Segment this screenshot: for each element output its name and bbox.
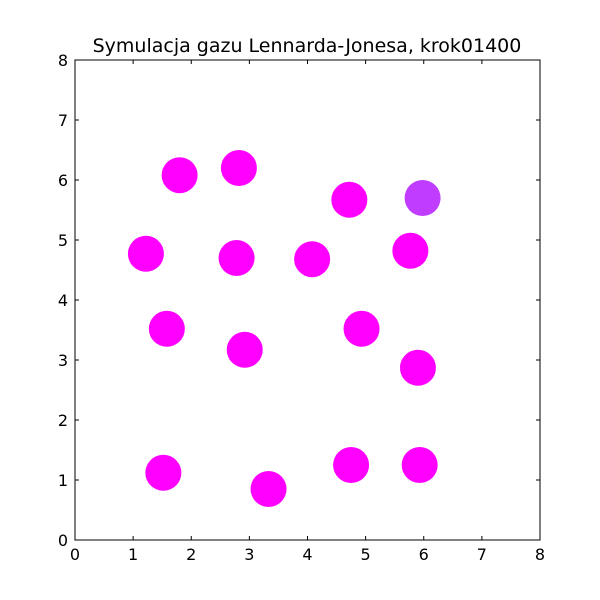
particle-point-1 bbox=[161, 157, 198, 194]
particle-point-10 bbox=[226, 331, 263, 368]
x-tick-label-1: 1 bbox=[128, 545, 138, 564]
points-layer bbox=[127, 150, 441, 507]
x-tick-label-5: 5 bbox=[361, 545, 371, 564]
particle-point-14 bbox=[250, 471, 287, 507]
particle-point-13 bbox=[145, 454, 182, 491]
particle-point-7 bbox=[294, 241, 331, 278]
particle-point-6 bbox=[218, 240, 255, 276]
y-tick-label-6: 6 bbox=[58, 171, 68, 190]
particle-point-9 bbox=[148, 310, 185, 347]
chart-title: Symulacja gazu Lennarda-Jonesa, krok0140… bbox=[93, 35, 522, 57]
x-tick-label-0: 0 bbox=[70, 545, 80, 564]
y-tick-label-3: 3 bbox=[58, 351, 68, 370]
x-tick-label-4: 4 bbox=[302, 545, 312, 564]
plot-frame bbox=[74, 59, 541, 541]
particle-point-11 bbox=[343, 310, 380, 347]
x-tick-label-8: 8 bbox=[535, 545, 545, 564]
y-tick-label-8: 8 bbox=[58, 51, 68, 70]
particle-point-4 bbox=[404, 180, 441, 216]
x-tick-label-6: 6 bbox=[419, 545, 429, 564]
ticks-layer: 0 1 2 3 4 5 6 7 8 0 1 2 3 4 5 6 7 8 bbox=[58, 51, 545, 564]
y-tick-label-0: 0 bbox=[58, 531, 68, 550]
y-tick-label-2: 2 bbox=[58, 411, 68, 430]
x-tick-label-7: 7 bbox=[477, 545, 487, 564]
particle-point-2 bbox=[220, 150, 257, 186]
particle-point-8 bbox=[392, 232, 429, 269]
x-tick-label-3: 3 bbox=[244, 545, 254, 564]
particle-point-5 bbox=[127, 235, 164, 272]
x-tick-label-2: 2 bbox=[186, 545, 196, 564]
particle-point-16 bbox=[401, 447, 438, 483]
y-tick-label-1: 1 bbox=[58, 471, 68, 490]
particle-point-12 bbox=[399, 349, 436, 386]
y-tick-label-5: 5 bbox=[58, 231, 68, 250]
y-tick-label-4: 4 bbox=[58, 291, 68, 310]
particle-point-15 bbox=[333, 447, 370, 483]
y-tick-label-7: 7 bbox=[58, 111, 68, 130]
particle-point-3 bbox=[331, 181, 368, 218]
